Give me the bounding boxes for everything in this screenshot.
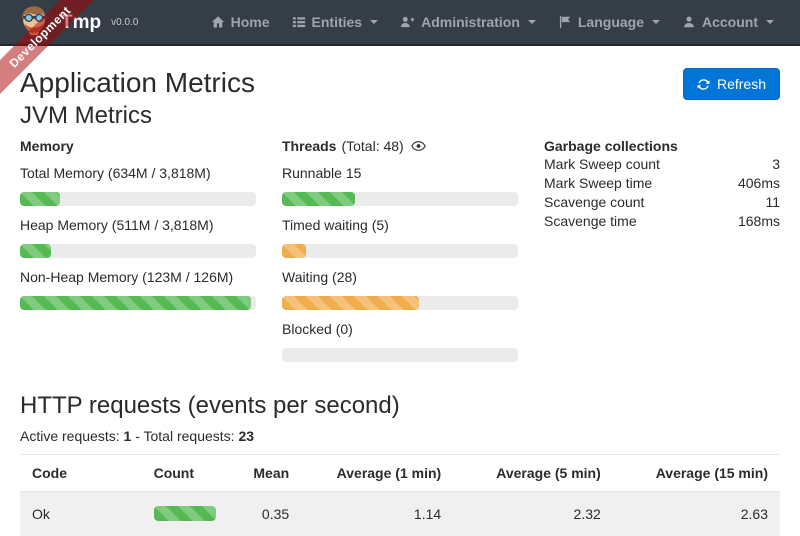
refresh-button[interactable]: Refresh xyxy=(682,68,780,100)
metric-blocked: Blocked (0) xyxy=(282,319,518,363)
metric-label: Total Memory (634M / 3,818M) xyxy=(20,165,211,182)
gc-label: Scavenge time xyxy=(544,213,637,230)
metric-label: Timed waiting (5) xyxy=(282,217,389,234)
gc-label: Mark Sweep count xyxy=(544,156,660,173)
chevron-down-icon xyxy=(652,20,660,24)
jvm-metrics-title: JVM Metrics xyxy=(20,101,152,129)
col-header-count: Count xyxy=(141,453,233,492)
total-requests-value: 23 xyxy=(238,427,255,444)
page-title: Application Metrics xyxy=(20,67,255,98)
jhipster-logo-icon xyxy=(20,6,48,41)
progress-track xyxy=(20,296,256,311)
gc-label: Mark Sweep time xyxy=(544,175,653,192)
gc-value: 406ms xyxy=(737,175,780,192)
nav-item-label: Language xyxy=(577,14,644,30)
metric-label: Waiting (28) xyxy=(282,269,357,286)
progress-track xyxy=(282,244,518,259)
total-requests-label: Total requests: xyxy=(143,427,235,444)
progress-bar-fill xyxy=(282,244,306,259)
gc-row: Scavenge time 168ms xyxy=(544,212,780,231)
nav-item-label: Account xyxy=(702,14,758,30)
progress-track xyxy=(282,192,518,207)
nav-item-language[interactable]: Language xyxy=(547,6,671,38)
gc-value: 11 xyxy=(765,194,780,211)
col-header-avg-1min: Average (1 min) xyxy=(301,453,454,492)
metric-label: Blocked (0) xyxy=(282,321,353,338)
metric-label: Non-Heap Memory (123M / 126M) xyxy=(20,269,234,286)
garbage-collections-column: Garbage collections Mark Sweep count 3 M… xyxy=(544,137,780,371)
table-header-row: Code Count Mean Average (1 min) Average … xyxy=(20,453,780,492)
account-user-icon xyxy=(684,16,694,28)
gc-row: Mark Sweep count 3 xyxy=(544,155,780,174)
brand-link[interactable]: Tmp v0.0.0 xyxy=(15,3,138,41)
gc-label: Scavenge count xyxy=(544,194,645,211)
brand-version: v0.0.0 xyxy=(111,16,139,28)
progress-bar-fill xyxy=(20,192,61,207)
metric-heap-memory: Heap Memory (511M / 3,818M) xyxy=(20,215,256,259)
top-navbar: Tmp v0.0.0 Home Entities Administr xyxy=(0,0,800,46)
garbage-collections-title: Garbage collections xyxy=(544,138,678,155)
progress-track xyxy=(282,296,518,311)
nav-menu: Home Entities Administration xyxy=(200,6,785,38)
entities-list-icon xyxy=(292,17,305,28)
metric-timed-waiting: Timed waiting (5) xyxy=(282,215,518,259)
count-progress-fill xyxy=(153,506,216,522)
language-flag-icon xyxy=(559,15,570,29)
jvm-metrics-columns: Memory Total Memory (634M / 3,818M) Heap… xyxy=(20,137,780,371)
http-requests-table: Code Count Mean Average (1 min) Average … xyxy=(20,453,780,536)
requests-summary: Active requests: 1 - Total requests: 23 xyxy=(20,428,780,444)
nav-item-label: Entities xyxy=(311,14,363,30)
threads-column-title: Threads (Total: 48) xyxy=(282,137,518,155)
nav-item-label: Home xyxy=(230,14,270,30)
metric-runnable: Runnable 15 xyxy=(282,163,518,207)
home-icon xyxy=(211,16,224,28)
http-requests-title: HTTP requests (events per second) xyxy=(20,392,400,420)
col-header-avg-5min: Average (5 min) xyxy=(453,453,613,492)
active-requests-label: Active requests: xyxy=(20,427,120,444)
memory-column-title: Memory xyxy=(20,138,74,155)
col-header-avg-15min: Average (15 min) xyxy=(612,453,780,492)
active-requests-value: 1 xyxy=(123,427,132,444)
progress-track xyxy=(20,244,256,259)
col-header-mean: Mean xyxy=(232,453,302,492)
progress-track xyxy=(282,348,518,363)
threads-title-text: Threads xyxy=(282,138,337,155)
refresh-button-label: Refresh xyxy=(716,76,766,92)
progress-bar-fill xyxy=(282,296,419,311)
summary-separator: - xyxy=(135,427,140,444)
administration-user-plus-icon xyxy=(401,16,415,28)
progress-track xyxy=(20,192,256,207)
gc-row: Mark Sweep time 406ms xyxy=(544,174,780,193)
brand-name: Tmp xyxy=(61,11,102,33)
thread-dump-button[interactable] xyxy=(409,141,426,152)
chevron-down-icon xyxy=(527,20,536,24)
memory-column: Memory Total Memory (634M / 3,818M) Heap… xyxy=(20,137,256,371)
nav-item-home[interactable]: Home xyxy=(200,6,281,38)
count-progress-track xyxy=(153,506,216,522)
gc-value: 3 xyxy=(772,156,780,173)
progress-bar-fill xyxy=(20,296,252,311)
chevron-down-icon xyxy=(766,20,774,24)
col-header-code: Code xyxy=(20,453,142,492)
nav-item-administration[interactable]: Administration xyxy=(389,6,547,38)
threads-total: (Total: 48) xyxy=(341,138,404,155)
nav-item-entities[interactable]: Entities xyxy=(281,6,390,38)
threads-column: Threads (Total: 48) Runnable 15 Timed wa… xyxy=(282,137,518,371)
gc-row: Scavenge count 11 xyxy=(544,193,780,212)
gc-value: 168ms xyxy=(737,213,780,230)
eye-icon xyxy=(410,141,426,152)
chevron-down-icon xyxy=(370,20,379,24)
refresh-icon xyxy=(697,78,710,90)
progress-bar-fill xyxy=(20,244,51,259)
metric-label: Runnable 15 xyxy=(282,165,362,182)
metric-nonheap-memory: Non-Heap Memory (123M / 126M) xyxy=(20,267,256,311)
nav-item-account[interactable]: Account xyxy=(671,6,785,38)
metric-waiting: Waiting (28) xyxy=(282,267,518,311)
nav-item-label: Administration xyxy=(421,14,520,30)
metric-label: Heap Memory (511M / 3,818M) xyxy=(20,217,214,234)
main-content: Application Metrics Refresh JVM Metrics … xyxy=(0,46,800,536)
metric-total-memory: Total Memory (634M / 3,818M) xyxy=(20,163,256,207)
progress-bar-fill xyxy=(282,192,356,207)
